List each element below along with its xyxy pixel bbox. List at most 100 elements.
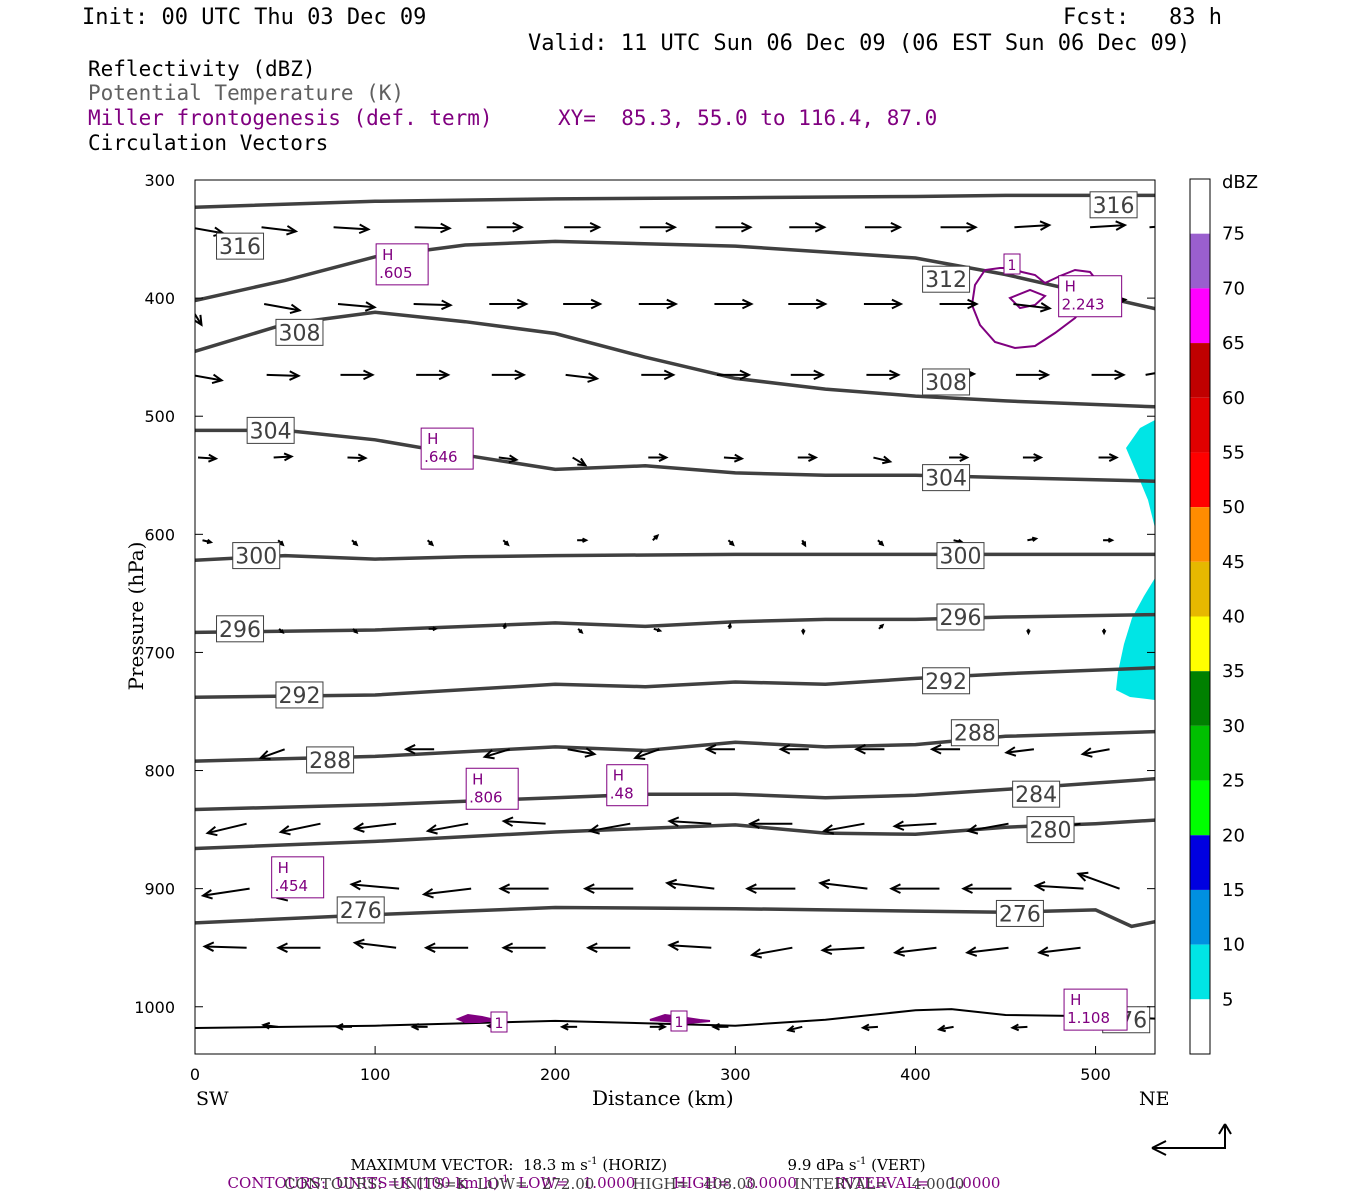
fronto-contour-box xyxy=(1003,253,1021,275)
vector-head xyxy=(665,221,678,233)
theta-label-box xyxy=(922,368,971,396)
circulation-vector xyxy=(1037,946,1081,957)
fronto-contour-value: 1 xyxy=(1008,258,1017,274)
circulation-vector xyxy=(564,221,602,233)
vector-head xyxy=(778,744,791,755)
theta-label-box xyxy=(922,667,971,695)
init-time: Init: 00 UTC Thu 03 Dec 09 xyxy=(82,5,427,30)
circulation-vector xyxy=(498,883,549,894)
vector-head xyxy=(587,824,600,835)
vector-shaft xyxy=(1039,946,1081,954)
circulation-vector xyxy=(278,628,285,634)
forecast-hour: Fcst: 83 h xyxy=(1063,5,1222,30)
colorbar-label: 55 xyxy=(1222,442,1245,463)
vector-head xyxy=(786,1025,796,1033)
vector-head xyxy=(585,942,598,953)
fronto-contour-label: 1 xyxy=(1003,253,1021,275)
colorbar-swatch xyxy=(1190,452,1210,508)
theta-label-text: 312 xyxy=(925,268,967,293)
circulation-vector xyxy=(714,298,754,310)
vector-head xyxy=(421,888,434,899)
vector-head xyxy=(739,369,752,381)
vector-shaft xyxy=(873,456,891,463)
circulation-vector xyxy=(277,539,285,547)
colorbar-swatch xyxy=(1190,179,1210,234)
vector-shaft xyxy=(280,822,321,833)
fronto-max-box xyxy=(271,856,325,899)
vector-head xyxy=(740,221,753,233)
theta-label-text: 288 xyxy=(954,722,996,747)
circulation-vector xyxy=(489,298,529,310)
vector-head xyxy=(516,298,529,310)
vector-shaft xyxy=(204,945,247,949)
vector-head xyxy=(258,750,271,760)
colorbar-label: 15 xyxy=(1222,880,1245,901)
circulation-vector xyxy=(351,539,359,547)
circulation-vector xyxy=(202,538,214,545)
circulation-vector xyxy=(577,537,589,543)
vector-head xyxy=(1175,221,1184,230)
circulation-vector xyxy=(352,938,397,949)
theta-label-box xyxy=(306,746,355,774)
circulation-vector xyxy=(801,628,806,636)
circulation-vector xyxy=(501,942,546,953)
circulation-vector xyxy=(641,369,676,381)
circulation-vector xyxy=(667,940,712,951)
vector-head xyxy=(882,455,893,465)
vector-shaft xyxy=(862,1025,878,1029)
theta-label-text: 308 xyxy=(278,321,320,346)
circulation-vector xyxy=(414,222,452,234)
theta-label-text: 308 xyxy=(925,371,967,396)
circulation-vector xyxy=(572,456,588,467)
fronto-contour-upper-right-inner xyxy=(1008,288,1047,310)
vector-head xyxy=(1114,369,1126,381)
circulation-vector xyxy=(200,887,250,900)
theta-label-box xyxy=(1012,780,1061,808)
legend-xy-range: XY= 85.3, 55.0 to 116.4, 87.0 xyxy=(558,106,938,130)
theta-label-304: 304 xyxy=(922,464,971,492)
theta-label-text: 288 xyxy=(309,749,351,774)
vector-head xyxy=(633,750,646,760)
vector-shaft xyxy=(260,748,285,759)
vector-shaft xyxy=(354,822,397,830)
fronto-contour-bottom-1 xyxy=(455,1013,496,1023)
vector-head xyxy=(1076,871,1089,882)
circulation-vector xyxy=(965,946,1009,957)
vector-head xyxy=(289,303,302,315)
circulation-vector xyxy=(789,221,827,233)
theta-contour-308 xyxy=(195,310,1155,409)
vector-head xyxy=(358,223,371,235)
vector-shaft xyxy=(565,373,598,380)
legend-vectors: Circulation Vectors xyxy=(88,131,329,155)
colorbar-swatch xyxy=(1190,944,1210,1000)
vector-shaft xyxy=(669,944,712,949)
circulation-vector xyxy=(667,816,712,827)
footer-contours-theta: CONTOURS: UNITS=K LOW= 272.00 HIGH= 408.… xyxy=(284,1175,965,1193)
theta-label-box xyxy=(1089,191,1138,219)
vector-head xyxy=(512,221,524,233)
circulation-vector xyxy=(864,221,903,233)
vector-head xyxy=(733,453,745,463)
circulation-vector xyxy=(195,373,224,385)
vector-head xyxy=(590,298,603,310)
vector-shaft xyxy=(263,303,300,312)
vector-head xyxy=(879,623,885,629)
x-tick-label: 500 xyxy=(1080,1065,1111,1084)
circulation-vector xyxy=(821,822,865,835)
theta-label-304: 304 xyxy=(246,416,295,444)
theta-label-box xyxy=(216,232,265,260)
vector-head xyxy=(936,1024,946,1033)
circulation-vector xyxy=(337,301,377,312)
vector-head xyxy=(658,453,669,462)
vector-head xyxy=(1039,302,1052,313)
circulation-vector xyxy=(261,1021,279,1030)
vector-shaft xyxy=(333,226,369,231)
y-axis-title: Pressure (hPa) xyxy=(124,541,148,691)
circulation-vector xyxy=(1145,372,1155,376)
vector-head xyxy=(289,370,301,381)
vector-shaft xyxy=(503,820,546,825)
vector-shaft xyxy=(1006,748,1035,754)
colorbar-swatch xyxy=(1190,343,1210,398)
circulation-vector xyxy=(1027,536,1039,542)
vector-head xyxy=(891,298,904,310)
